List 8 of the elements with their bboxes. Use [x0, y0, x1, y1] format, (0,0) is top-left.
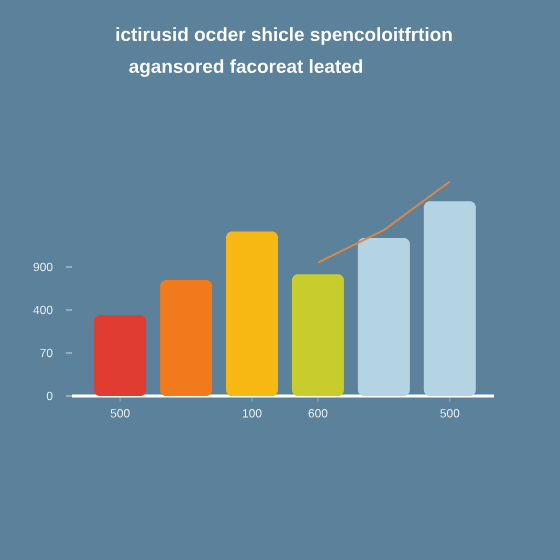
bar	[423, 201, 476, 396]
bar	[357, 238, 410, 396]
bar	[94, 314, 147, 396]
bar	[160, 279, 213, 396]
bar	[291, 274, 344, 396]
chart-subtitle: agansored facoreat leated	[129, 59, 363, 77]
chart-title: ictirusid ocder shicle spencoloitfrtion	[116, 27, 452, 45]
bar	[226, 231, 279, 396]
